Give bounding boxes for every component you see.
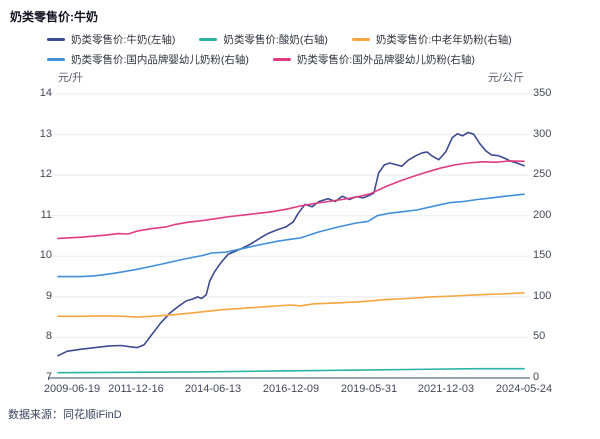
series-line-3[interactable] — [57, 291, 525, 318]
legend-item-label: 奶类零售价:国外品牌婴幼儿奶粉(右轴) — [296, 54, 475, 66]
x-axis-tick: 2021-12-03 — [417, 383, 475, 395]
series-line-1[interactable] — [57, 131, 525, 357]
left-axis-tick: 13 — [39, 127, 52, 140]
legend: 奶类零售价:牛奶(左轴) 奶类零售价:酸奶(右轴) 奶类零售价:中老年奶粉(右轴) … — [47, 32, 567, 67]
right-axis-tick: 200 — [533, 208, 552, 221]
legend-item-label: 奶类零售价:酸奶(右轴) — [223, 34, 328, 46]
x-axis-tick: 2024-05-24 — [495, 383, 553, 395]
right-axis-tick: 300 — [533, 127, 552, 140]
left-axis-tick: 10 — [39, 249, 52, 262]
right-axis-unit: 元/公斤 — [487, 72, 524, 84]
x-axis-tick: 2014-06-13 — [184, 383, 242, 395]
legend-item-label: 奶类零售价:中老年奶粉(右轴) — [375, 34, 512, 46]
legend-line-swatch — [47, 58, 65, 61]
legend-item-label: 奶类零售价:牛奶(左轴) — [71, 34, 176, 46]
series-line-2[interactable] — [57, 367, 525, 374]
right-axis-tick: 250 — [533, 168, 552, 181]
right-axis-tick: 350 — [533, 87, 552, 99]
left-axis-tick: 9 — [45, 289, 52, 302]
left-axis-tick: 11 — [40, 208, 52, 221]
left-axis-tick: 8 — [45, 330, 52, 343]
x-axis-tick: 2009-06-19 — [43, 383, 101, 395]
legend-line-swatch — [351, 38, 370, 41]
legend-line-swatch — [47, 38, 65, 41]
right-axis-tick: 100 — [533, 289, 552, 302]
left-axis-tick: 7 — [45, 371, 52, 383]
left-axis-tick: 12 — [39, 168, 52, 181]
series-line-5[interactable] — [57, 160, 525, 240]
right-axis-tick: 0 — [533, 371, 540, 383]
legend-item-4[interactable]: 奶类零售价:国内品牌婴幼儿奶粉(右轴) — [47, 52, 249, 67]
right-axis-tick: 150 — [533, 249, 552, 262]
legend-item-3[interactable]: 奶类零售价:中老年奶粉(右轴) — [351, 32, 512, 47]
x-axis-tick: 2016-12-09 — [262, 383, 320, 395]
chart-title: 奶类零售价:牛奶 — [10, 10, 98, 24]
right-axis-tick: 50 — [533, 330, 546, 343]
legend-line-swatch — [199, 38, 218, 41]
left-axis-unit: 元/升 — [58, 72, 84, 84]
legend-item-2[interactable]: 奶类零售价:酸奶(右轴) — [199, 32, 328, 47]
legend-item-1[interactable]: 奶类零售价:牛奶(左轴) — [47, 32, 175, 47]
legend-row-1: 奶类零售价:牛奶(左轴) 奶类零售价:酸奶(右轴) 奶类零售价:中老年奶粉(右轴) — [47, 32, 567, 47]
legend-item-label: 奶类零售价:国内品牌婴幼儿奶粉(右轴) — [71, 54, 249, 66]
legend-item-5[interactable]: 奶类零售价:国外品牌婴幼儿奶粉(右轴) — [272, 52, 475, 67]
data-source-note: 数据来源：同花顺iFinD — [8, 409, 122, 421]
x-axis-tick: 2019-05-31 — [340, 383, 398, 395]
legend-row-2: 奶类零售价:国内品牌婴幼儿奶粉(右轴) 奶类零售价:国外品牌婴幼儿奶粉(右轴) — [47, 52, 567, 67]
legend-line-swatch — [272, 58, 291, 61]
x-axis-tick: 2011-12-16 — [108, 383, 164, 395]
series-line-4[interactable] — [57, 193, 525, 278]
left-axis-tick: 14 — [39, 87, 52, 99]
